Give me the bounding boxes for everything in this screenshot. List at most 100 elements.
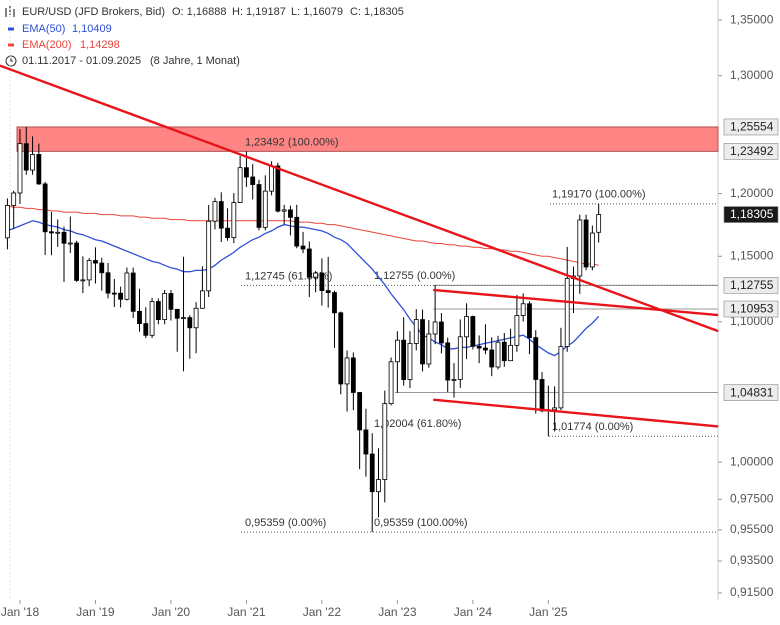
candle-body bbox=[596, 214, 602, 233]
trendline bbox=[0, 64, 719, 333]
legend-swatch bbox=[8, 27, 14, 31]
candle-body bbox=[495, 341, 501, 368]
candle-body bbox=[577, 219, 583, 277]
candle-body bbox=[118, 292, 124, 300]
candle-body bbox=[36, 154, 42, 185]
ohlc-close: C: 1,18305 bbox=[350, 6, 404, 18]
candle-body bbox=[407, 343, 413, 381]
candle-body bbox=[262, 190, 268, 228]
candle-body bbox=[86, 260, 92, 281]
candle-body bbox=[464, 316, 469, 338]
candle-body bbox=[193, 307, 199, 329]
y-tick-label: 0,93500 bbox=[730, 553, 774, 567]
y-tick-label: 1,00000 bbox=[730, 454, 774, 468]
candle-body bbox=[457, 336, 463, 380]
level-label: 1,12745 (61.80%) bbox=[245, 270, 332, 282]
price-label-box bbox=[723, 206, 779, 223]
y-tick-label: 1,10000 bbox=[730, 314, 774, 328]
candle-body bbox=[187, 317, 193, 329]
candle-body bbox=[439, 321, 444, 344]
candle-body bbox=[313, 272, 319, 278]
level-label: 1,23492 (100.00%) bbox=[245, 136, 339, 148]
candle-body bbox=[451, 379, 457, 381]
candle-body bbox=[11, 192, 17, 206]
candle-body bbox=[558, 346, 564, 409]
candle-body bbox=[350, 357, 356, 393]
candle-body bbox=[23, 143, 29, 171]
candle-body bbox=[30, 154, 35, 171]
candle-body bbox=[564, 278, 570, 347]
candle-body bbox=[306, 248, 312, 278]
candle-body bbox=[501, 341, 507, 362]
price-label-box bbox=[723, 118, 779, 136]
candle-body bbox=[388, 361, 394, 405]
candle-body bbox=[67, 242, 73, 245]
clock-hand bbox=[10, 58, 13, 62]
price-label: 1,12755 bbox=[730, 278, 774, 292]
candle-body bbox=[514, 315, 520, 346]
x-tick-label: Jan '25 bbox=[529, 605, 568, 619]
x-tick-label: Jan '21 bbox=[227, 605, 266, 619]
candle-body bbox=[281, 209, 287, 212]
candle-body bbox=[344, 357, 350, 385]
legend-label: EMA(50) bbox=[22, 23, 65, 35]
ohlc-low: L: 1,16079 bbox=[291, 6, 343, 18]
candle-body bbox=[332, 292, 337, 314]
candle-body bbox=[269, 165, 274, 192]
candle-body bbox=[376, 479, 381, 493]
period-note: (8 Jahre, 1 Monat) bbox=[150, 55, 240, 67]
chart-title: EUR/USD (JFD Brokers, Bid) bbox=[22, 6, 165, 18]
candle-body bbox=[55, 231, 61, 234]
candle-body bbox=[445, 342, 451, 381]
candle-body bbox=[319, 272, 325, 292]
candle-body bbox=[218, 201, 224, 229]
level-label: 1,19170 (100.00%) bbox=[552, 189, 646, 201]
legend-value: 1,10409 bbox=[72, 23, 112, 35]
resistance-zone bbox=[16, 126, 719, 152]
header-icon bbox=[5, 6, 15, 17]
legend-swatch bbox=[8, 43, 14, 47]
candle-body bbox=[470, 316, 476, 347]
candle-body bbox=[250, 176, 256, 185]
price-label-box bbox=[723, 300, 779, 318]
y-tick-label: 1,20000 bbox=[730, 186, 774, 200]
candle-body bbox=[539, 379, 545, 412]
y-tick-label: 0,97500 bbox=[730, 492, 774, 506]
candle-body bbox=[300, 245, 306, 250]
candle-body bbox=[589, 232, 595, 268]
candle-body bbox=[476, 345, 482, 349]
level-label: 1,12755 (0.00%) bbox=[374, 270, 455, 282]
ohlc-high: H: 1,19187 bbox=[232, 6, 286, 18]
candle-body bbox=[5, 205, 10, 239]
y-tick-label: 1,30000 bbox=[730, 68, 774, 82]
candle-body bbox=[357, 392, 363, 431]
candle-body bbox=[124, 272, 130, 300]
candle-body bbox=[105, 272, 111, 294]
candle-body bbox=[288, 209, 293, 218]
price-label: 1,10953 bbox=[730, 302, 774, 316]
y-tick-label: 0,91500 bbox=[730, 585, 774, 599]
candle-body bbox=[174, 308, 180, 319]
clock-icon bbox=[5, 55, 17, 67]
candle-body bbox=[137, 310, 142, 325]
candle-body bbox=[294, 216, 300, 247]
trendline bbox=[433, 288, 719, 317]
level-label: 0,95359 (0.00%) bbox=[245, 517, 326, 529]
x-tick-label: Jan '23 bbox=[378, 605, 417, 619]
x-tick-label: Jan '18 bbox=[1, 605, 40, 619]
y-tick-label: 1,35000 bbox=[730, 12, 774, 26]
candle-body bbox=[212, 201, 218, 222]
candle-body bbox=[508, 344, 514, 362]
candle-body bbox=[413, 319, 419, 344]
candle-body bbox=[42, 183, 48, 233]
candle-body bbox=[483, 347, 488, 351]
candle-body bbox=[231, 202, 237, 238]
candle-body bbox=[143, 323, 149, 336]
candle-body bbox=[369, 453, 375, 493]
level-label: 1,02004 (61.80%) bbox=[374, 418, 461, 430]
candle-body bbox=[382, 403, 388, 480]
legend-value: 1,14298 bbox=[80, 39, 120, 51]
candle-body bbox=[520, 303, 526, 316]
price-label-box bbox=[723, 384, 779, 401]
